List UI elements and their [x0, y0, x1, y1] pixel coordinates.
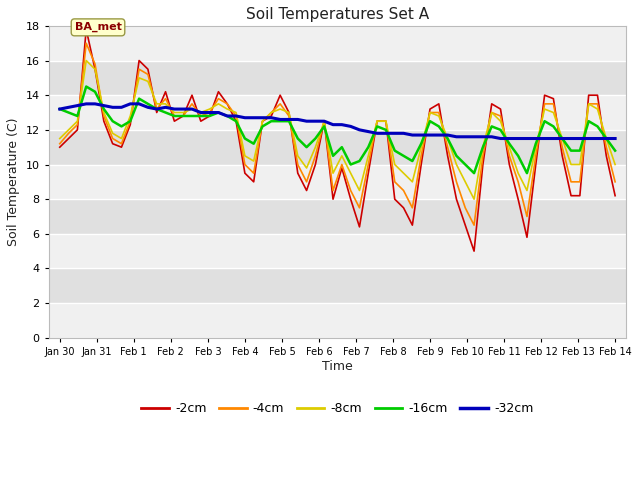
-2cm [135, 58, 143, 63]
Bar [49, 60, 626, 95]
-8cm [611, 162, 619, 168]
-2cm [56, 144, 63, 150]
-16cm [83, 84, 90, 89]
-16cm [56, 106, 63, 112]
-8cm [470, 196, 478, 202]
-16cm [470, 170, 478, 176]
-2cm [611, 193, 619, 199]
-2cm [83, 26, 90, 32]
-32cm [611, 136, 619, 142]
-32cm [294, 117, 301, 122]
Text: BA_met: BA_met [75, 22, 122, 33]
-16cm [611, 148, 619, 154]
-32cm [56, 106, 63, 112]
Line: -4cm: -4cm [60, 43, 615, 225]
-16cm [417, 141, 425, 146]
-4cm [426, 109, 434, 115]
Bar [49, 199, 626, 234]
-32cm [338, 122, 346, 128]
-8cm [417, 144, 425, 150]
Line: -8cm: -8cm [60, 60, 615, 199]
-32cm [83, 101, 90, 107]
-32cm [135, 101, 143, 107]
-2cm [338, 165, 346, 171]
Bar [49, 268, 626, 303]
-2cm [426, 106, 434, 112]
-8cm [83, 58, 90, 63]
-16cm [294, 136, 301, 142]
-4cm [294, 162, 301, 168]
-2cm [373, 118, 381, 124]
X-axis label: Time: Time [322, 360, 353, 372]
-2cm [294, 170, 301, 176]
-4cm [135, 66, 143, 72]
-4cm [56, 141, 63, 146]
-4cm [417, 153, 425, 159]
-2cm [417, 162, 425, 168]
Bar [49, 130, 626, 165]
-4cm [373, 118, 381, 124]
-4cm [611, 179, 619, 185]
-8cm [426, 109, 434, 115]
-32cm [417, 132, 425, 138]
-4cm [338, 162, 346, 168]
-2cm [470, 248, 478, 254]
Bar [49, 303, 626, 338]
Bar [49, 95, 626, 130]
-32cm [426, 132, 434, 138]
-8cm [338, 153, 346, 159]
-16cm [373, 123, 381, 129]
Legend: -2cm, -4cm, -8cm, -16cm, -32cm: -2cm, -4cm, -8cm, -16cm, -32cm [136, 397, 538, 420]
-8cm [373, 118, 381, 124]
Line: -2cm: -2cm [60, 29, 615, 251]
Bar [49, 234, 626, 268]
-4cm [83, 40, 90, 46]
Bar [49, 26, 626, 60]
-32cm [497, 136, 504, 142]
-4cm [470, 222, 478, 228]
-16cm [426, 118, 434, 124]
-8cm [294, 153, 301, 159]
Title: Soil Temperatures Set A: Soil Temperatures Set A [246, 7, 429, 22]
-32cm [373, 131, 381, 136]
Line: -32cm: -32cm [60, 104, 615, 139]
Bar [49, 165, 626, 199]
-8cm [56, 136, 63, 142]
-16cm [338, 144, 346, 150]
Y-axis label: Soil Temperature (C): Soil Temperature (C) [7, 118, 20, 246]
Line: -16cm: -16cm [60, 86, 615, 173]
-16cm [135, 96, 143, 102]
-8cm [135, 75, 143, 81]
